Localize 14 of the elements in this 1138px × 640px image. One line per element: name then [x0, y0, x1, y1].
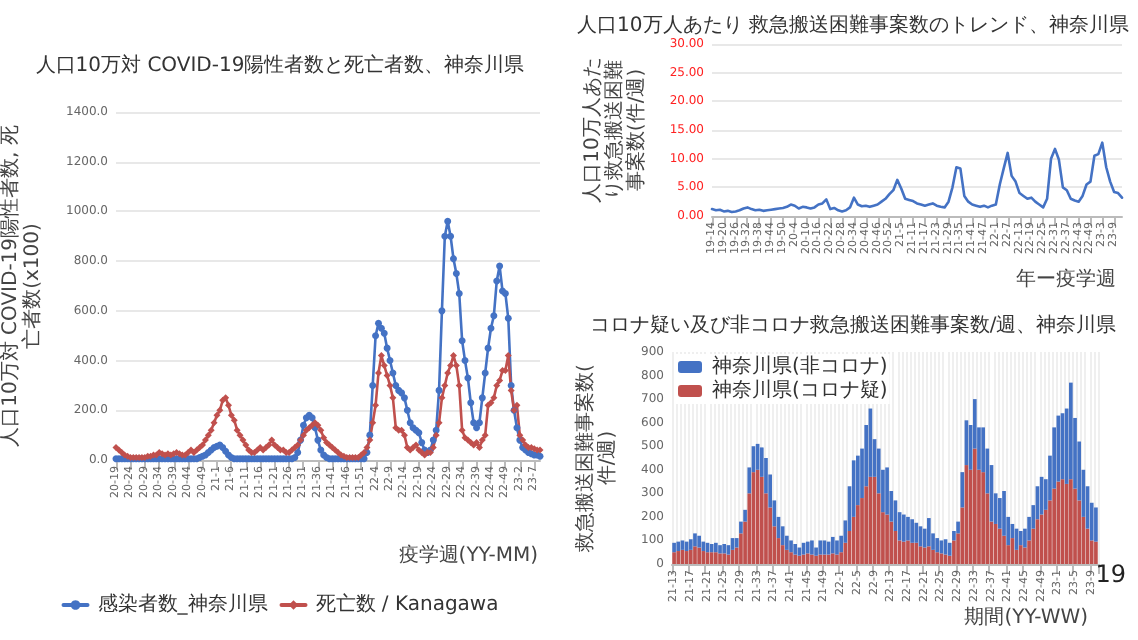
legend-label: 感染者数_神奈川県: [97, 592, 268, 616]
x-axis-title: 年ー疫学週: [1016, 267, 1116, 291]
x-axis-title: 期間(YY-WW): [964, 605, 1089, 629]
chart-title: コロナ疑い及び非コロナ救急搬送困難事案数/週、神奈川県: [589, 313, 1117, 337]
x-axis-title: 疫学週(YY-MM): [398, 543, 539, 567]
legend-label: 死亡数 / Kanagawa: [315, 592, 499, 616]
annotation: 19: [1095, 560, 1127, 588]
chart-title: 人口10万人あたり 救急搬送困難事案数のトレンド、神奈川県: [577, 13, 1129, 37]
y-axis-title: 救急搬送困難事案数(件/週): [573, 363, 620, 554]
legend-label: 神奈川県(非コロナ): [712, 354, 888, 378]
y-axis-title: 人口10万対 COVID-19陽性者数, 死亡者数(x100): [0, 125, 45, 447]
y-axis-title: 人口10万人あたり救急搬送困難事案数(件/週): [581, 57, 648, 203]
chart-title: 人口10万対 COVID-19陽性者数と死亡者数、神奈川県: [35, 53, 525, 77]
legend-label: 神奈川県(コロナ疑): [712, 378, 888, 402]
